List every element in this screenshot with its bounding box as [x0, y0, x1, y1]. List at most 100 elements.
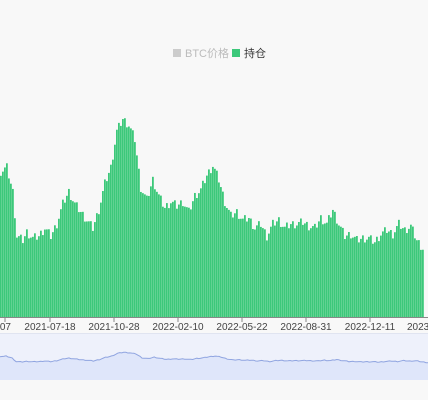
bar: [100, 202, 102, 317]
bar: [332, 209, 334, 317]
legend-item-btc-price[interactable]: BTC价格: [173, 46, 229, 60]
bar: [150, 186, 152, 317]
bar: [92, 230, 94, 317]
data-zoom-slider[interactable]: [0, 333, 428, 380]
bar: [386, 232, 388, 317]
bar: [114, 144, 116, 317]
bar: [360, 238, 362, 317]
bar: [78, 212, 80, 317]
bar: [308, 230, 310, 317]
bar: [338, 225, 340, 317]
bar: [318, 221, 320, 317]
bar: [110, 164, 112, 317]
bar: [40, 230, 42, 317]
bar: [12, 188, 14, 317]
bar: [20, 234, 22, 317]
bar: [288, 228, 290, 317]
bar: [64, 202, 66, 317]
bar: [184, 206, 186, 317]
bar: [130, 128, 132, 317]
bar: [420, 249, 422, 317]
x-tick-label: 2021-07-18: [24, 322, 76, 333]
bar: [422, 249, 424, 317]
bar: [326, 222, 328, 317]
bar: [234, 213, 236, 317]
bar: [0, 175, 2, 317]
bar: [352, 237, 354, 317]
bar: [392, 238, 394, 317]
bar: [330, 217, 332, 317]
bar: [406, 233, 408, 317]
bar: [226, 207, 228, 317]
bar: [166, 203, 168, 317]
bar: [302, 224, 304, 317]
bar: [218, 182, 220, 317]
bar: [212, 166, 214, 317]
bar: [268, 233, 270, 317]
bar: [200, 188, 202, 317]
bar: [298, 221, 300, 317]
bar: [354, 236, 356, 317]
bar: [272, 219, 274, 317]
bar: [396, 226, 398, 317]
bar: [46, 229, 48, 317]
bar: [356, 235, 358, 317]
x-tick-label: 2023: [407, 322, 428, 333]
bar: [160, 195, 162, 317]
legend-item-position[interactable]: 持仓: [232, 46, 266, 60]
bar: [194, 192, 196, 317]
bar: [192, 201, 194, 317]
bar: [34, 233, 36, 317]
bar: [378, 241, 380, 317]
bar: [410, 224, 412, 317]
bar: [144, 194, 146, 317]
legend[interactable]: BTC价格 持仓: [173, 46, 266, 60]
bar: [14, 218, 16, 317]
x-tick-label: 07: [0, 322, 11, 333]
bar: [154, 189, 156, 317]
bar: [158, 194, 160, 317]
bar: [376, 236, 378, 317]
bar: [60, 209, 62, 317]
bar: [52, 232, 54, 317]
data-zoom-overview-area: [0, 352, 428, 380]
x-tick-label: 2022-08-31: [280, 322, 332, 333]
bar: [76, 202, 78, 317]
bar: [24, 236, 26, 317]
bar: [178, 204, 180, 317]
bar: [94, 222, 96, 317]
bar: [22, 243, 24, 317]
bar: [122, 119, 124, 317]
bar: [412, 226, 414, 317]
bar: [274, 225, 276, 317]
bar: [104, 179, 106, 317]
bar: [180, 200, 182, 317]
bar: [400, 228, 402, 317]
bar: [168, 208, 170, 317]
bar: [214, 168, 216, 317]
bar: [132, 130, 134, 317]
bar: [204, 183, 206, 317]
bar: [162, 206, 164, 317]
bar: [316, 227, 318, 317]
bar: [252, 228, 254, 317]
bar: [48, 229, 50, 317]
bar: [202, 180, 204, 317]
x-tick-label: 2021-10-28: [88, 322, 140, 333]
bar: [328, 215, 330, 317]
bar: [4, 167, 6, 317]
x-tick-label: 2022-05-22: [216, 322, 268, 333]
bar: [44, 229, 46, 317]
bar: [172, 201, 174, 317]
bar: [300, 218, 302, 317]
bar: [394, 232, 396, 317]
bar: [108, 172, 110, 317]
bar: [232, 217, 234, 317]
bar: [292, 221, 294, 317]
bar: [182, 206, 184, 317]
bar: [408, 228, 410, 317]
bar: [280, 226, 282, 317]
bar: [260, 226, 262, 317]
bar: [282, 226, 284, 317]
